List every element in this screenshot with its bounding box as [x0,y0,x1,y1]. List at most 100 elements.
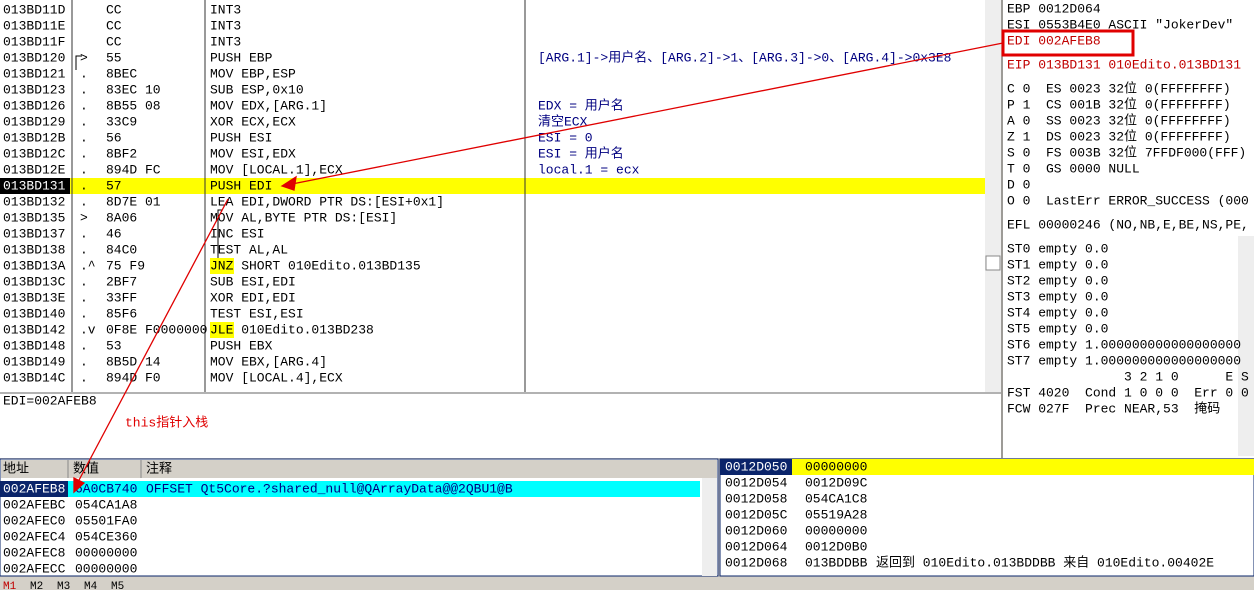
address: 013BD149 [3,354,65,369]
comment: [ARG.1]->用户名、[ARG.2]->1、[ARG.3]->0、[ARG.… [538,49,951,65]
address: 013BD120 [3,50,65,65]
selected-row [0,481,700,497]
instruction: MOV [LOCAL.4],ECX [210,370,343,385]
dump-value: 00000000 [75,561,137,576]
hex: 894D FC [106,162,161,177]
dump-header: 地址 [3,461,29,476]
address: 013BD132 [3,194,65,209]
instruction: TEST AL,AL [210,242,288,257]
marker: .^ [80,258,96,273]
hex: 0F8E F0000000 [106,322,207,337]
marker: . [80,130,88,145]
dump-address: 002AFEBC [3,497,66,512]
stack-value: 0012D09C [805,475,868,490]
address: 013BD135 [3,210,65,225]
register-line: C 0 ES 0023 32位 0(FFFFFFFF) [1007,81,1231,96]
register-line: S 0 FS 003B 32位 7FFDF000(FFF) [1007,145,1246,160]
arrow-line [77,198,229,483]
register-line: ST2 empty 0.0 [1007,273,1108,288]
stack-address: 0012D064 [725,539,788,554]
address: 013BD12B [3,130,66,145]
register-line: ST6 empty 1.000000000000000000 [1007,337,1241,352]
annotation-arrows [73,42,1004,494]
dump-value: 054CA1A8 [75,497,137,512]
hex: 2BF7 [106,274,137,289]
scrollbar[interactable] [985,0,1001,392]
scroll-thumb[interactable] [985,255,1001,271]
hex: CC [106,34,122,49]
marker: . [80,66,88,81]
marker: . [80,242,88,257]
dump-address: 002AFEB8 [3,481,65,496]
address: 013BD11D [3,2,66,17]
register-line: EBP 0012D064 [1007,1,1101,16]
status-tab: M2 [30,581,43,590]
registers-pane [1003,0,1254,458]
stack-address: 0012D058 [725,491,787,506]
stack-value: 054CA1C8 [805,491,867,506]
stack-top-address-bg [720,459,792,475]
register-line: Z 1 DS 0023 32位 0(FFFFFFFF) [1007,129,1231,144]
status-tab: M1 [3,581,17,590]
hex: 53 [106,338,122,353]
address: 013BD140 [3,306,65,321]
marker: . [80,82,88,97]
marker: . [80,226,88,241]
address: 013BD137 [3,226,65,241]
arrow-head [280,175,297,191]
address: 013BD121 [3,66,66,81]
register-line: FST 4020 Cond 1 0 0 0 Err 0 0 [1007,385,1249,400]
comment: ESI = 0 [538,130,593,145]
address: 013BD11F [3,34,65,49]
marker: . [80,146,88,161]
address: 013BD138 [3,242,65,257]
register-line: ST1 empty 0.0 [1007,257,1108,272]
stack-address: 0012D050 [725,459,787,474]
stack-value: 00000000 [805,459,867,474]
status-tab: M3 [57,581,70,590]
comment: EDX = 用户名 [538,97,624,113]
address: 013BD148 [3,338,65,353]
register-line: ESI 0553B4E0 ASCII "JokerDev" [1007,17,1233,32]
register-line: ST4 empty 0.0 [1007,305,1108,320]
instruction: PUSH ESI [210,130,272,145]
instruction: XOR ECX,ECX [210,114,296,129]
register-line: D 0 [1007,177,1030,192]
register-line: O 0 LastErr ERROR_SUCCESS (000 [1007,193,1249,208]
marker: .v [80,322,96,337]
instruction: SUB ESI,EDI [210,274,296,289]
register-line: FCW 027F Prec NEAR,53 掩码 [1007,401,1220,416]
comment: local.1 = ecx [538,162,640,177]
dump-address: 002AFEC4 [3,529,66,544]
stack-value: 0012D0B0 [805,539,867,554]
info-pane [0,392,1001,458]
register-line: 3 2 1 0 E S [1007,369,1249,384]
stack-value: 013BDDBB [805,555,868,570]
hex: 33FF [106,290,137,305]
register-line: ST3 empty 0.0 [1007,289,1108,304]
address: 013BD14C [3,370,66,385]
dump-value: 05501FA0 [75,513,137,528]
scrollbar[interactable] [702,478,717,576]
status-tab: M5 [111,581,124,590]
current-line [0,178,985,194]
hex: 8A06 [106,210,137,225]
address: 013BD142 [3,322,65,337]
marker: . [80,98,88,113]
address: 013BD13E [3,290,66,305]
instruction: JNZ SHORT 010Edito.013BD135 [210,258,421,273]
marker: . [80,274,88,289]
hex: 33C9 [106,114,137,129]
scrollbar[interactable] [1238,236,1254,456]
dump-address: 002AFECC [3,561,66,576]
comment: ESI = 用户名 [538,145,624,161]
marker: . [80,370,88,385]
address: 013BD129 [3,114,65,129]
dump-address: 002AFEC0 [3,513,65,528]
address: 013BD126 [3,98,65,113]
instruction: MOV ESI,EDX [210,146,296,161]
hex: 55 [106,50,122,65]
hex: 8B5D 14 [106,354,161,369]
marker: . [80,290,88,305]
